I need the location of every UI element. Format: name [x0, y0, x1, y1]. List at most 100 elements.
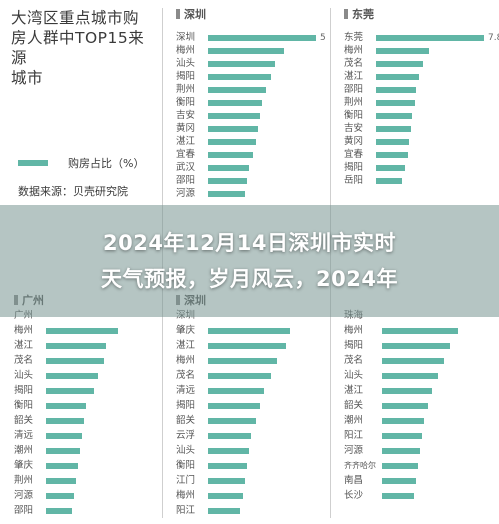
bar-row: 邵阳 [14, 505, 159, 517]
category-label: 南昌 [344, 475, 364, 486]
bar-row: 吉安 [344, 123, 489, 135]
bar-row: 南昌 [344, 475, 489, 487]
bar-row: 梅州 [176, 45, 321, 57]
category-label: 吉安 [344, 123, 364, 134]
category-label: 吉安 [176, 110, 196, 121]
category-label: 韶关 [176, 415, 196, 426]
bar [46, 508, 72, 514]
bar-row: 清远 [176, 385, 321, 397]
bar [208, 178, 247, 184]
bar-row: 揭阳 [176, 71, 321, 83]
bar [46, 448, 80, 454]
category-label: 阳江 [176, 505, 196, 516]
bar [376, 139, 410, 145]
bar-row: 武汉 [176, 162, 321, 174]
bar [382, 358, 444, 364]
bar [208, 100, 262, 106]
bar [208, 165, 250, 171]
bar-row: 梅州 [344, 45, 489, 57]
bar-row: 汕头 [176, 58, 321, 70]
bar [382, 448, 420, 454]
category-label: 梅州 [176, 355, 196, 366]
bar [382, 418, 424, 424]
bar-row: 梅州 [344, 325, 489, 337]
bar-row: 宜春 [344, 149, 489, 161]
bar [208, 61, 275, 67]
category-label: 揭阳 [344, 340, 364, 351]
bar-row: 江门 [176, 475, 321, 487]
category-label: 邵阳 [344, 84, 364, 95]
bar-row: 肇庆 [14, 460, 159, 472]
category-label: 茂名 [14, 355, 34, 366]
category-label: 黄冈 [176, 123, 196, 134]
bar [46, 358, 104, 364]
bar-row: 湛江 [176, 340, 321, 352]
bar [208, 343, 286, 349]
category-label: 深圳 [176, 32, 196, 43]
bar [208, 48, 284, 54]
category-label: 阳江 [344, 430, 364, 441]
panel-title-text: 深圳 [184, 8, 206, 21]
bar-row: 宜春 [176, 149, 321, 161]
legend: 购房占比（%） [18, 155, 144, 171]
bar-row: 潮州 [344, 415, 489, 427]
bar [208, 433, 252, 439]
category-label: 潮州 [344, 415, 364, 426]
category-label: 湛江 [344, 71, 364, 82]
bar-row: 河源 [344, 445, 489, 457]
category-label: 汕头 [14, 370, 34, 381]
bar [46, 493, 74, 499]
bar [382, 478, 416, 484]
bar-row: 深圳 5 [176, 32, 326, 44]
bar [208, 126, 258, 132]
bar-row: 邵阳 [344, 84, 489, 96]
panel-title-marker [344, 9, 348, 19]
bar-row: 揭阳 [344, 162, 489, 174]
bar [382, 328, 458, 334]
category-label: 齐齐哈尔 [344, 461, 376, 470]
category-label: 宜春 [176, 149, 196, 160]
bar-row: 河源 [176, 188, 321, 200]
category-label: 湛江 [176, 340, 196, 351]
category-label: 邵阳 [176, 175, 196, 186]
bar-row: 梅州 [176, 490, 321, 502]
category-label: 云浮 [176, 430, 196, 441]
bar [208, 152, 254, 158]
bar [46, 328, 118, 334]
legend-label: 购房占比（%） [68, 157, 145, 170]
bar [376, 35, 484, 41]
category-label: 茂名 [344, 58, 364, 69]
bar [382, 493, 414, 499]
bar-row: 衡阳 [14, 400, 159, 412]
category-label: 梅州 [176, 490, 196, 501]
bar [376, 87, 417, 93]
panel-title: 深圳 [176, 6, 206, 22]
bar [376, 152, 408, 158]
chart-title: 大湾区重点城市购 房人群中TOP15来源 城市 [11, 8, 156, 88]
bar-row: 湛江 [344, 385, 489, 397]
data-source: 数据来源：贝壳研究院 [18, 185, 128, 198]
bar [208, 448, 250, 454]
title-line: 大湾区重点城市购 [11, 9, 140, 27]
bar-row: 肇庆 [176, 325, 321, 337]
bar-row: 湛江 [176, 136, 321, 148]
bar-row: 岳阳 [344, 175, 489, 187]
bar-row: 河源 [14, 490, 159, 502]
category-label: 揭阳 [176, 71, 196, 82]
category-label: 清远 [176, 385, 196, 396]
bar [376, 178, 403, 184]
bar [376, 100, 415, 106]
category-label: 黄冈 [344, 136, 364, 147]
bar [208, 328, 291, 334]
category-label: 揭阳 [344, 162, 364, 173]
panel-title-text: 东莞 [352, 8, 374, 21]
bar-row: 齐齐哈尔 [344, 460, 489, 472]
bar [208, 388, 265, 394]
bar-value-label: 7.8 [488, 33, 499, 43]
category-label: 清远 [14, 430, 34, 441]
category-label: 东莞 [344, 32, 364, 43]
bar [46, 343, 106, 349]
bar-row: 黄冈 [176, 123, 321, 135]
category-label: 茂名 [344, 355, 364, 366]
bar-value-label: 5 [320, 33, 326, 43]
